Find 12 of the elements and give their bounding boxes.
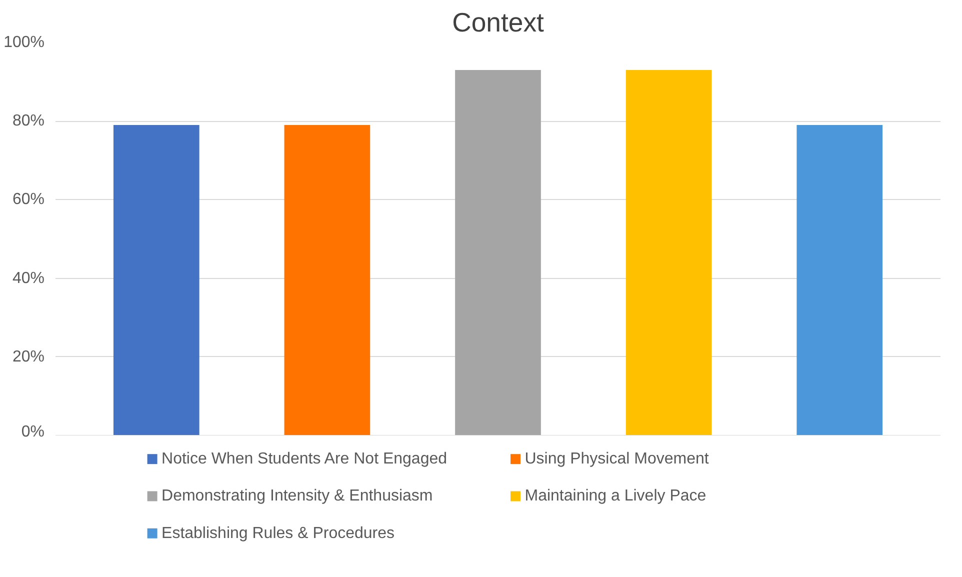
legend-label: Maintaining a Lively Pace (524, 488, 706, 505)
legend-label: Demonstrating Intensity & Enthusiasm (162, 488, 433, 505)
y-tick-label: 100% (4, 34, 44, 51)
legend-label: Using Physical Movement (524, 450, 710, 468)
y-tick-label: 40% (12, 270, 45, 287)
y-tick-label: 0% (21, 424, 44, 440)
y-tick-label: 80% (12, 112, 45, 130)
legend-label: Notice When Students Are Not Engaged (162, 450, 448, 468)
y-tick-label: 20% (12, 348, 45, 366)
y-tick-label: 60% (12, 191, 45, 208)
legend-label: Establishing Rules & Procedures (162, 524, 395, 542)
chart-title: Context (452, 8, 545, 38)
